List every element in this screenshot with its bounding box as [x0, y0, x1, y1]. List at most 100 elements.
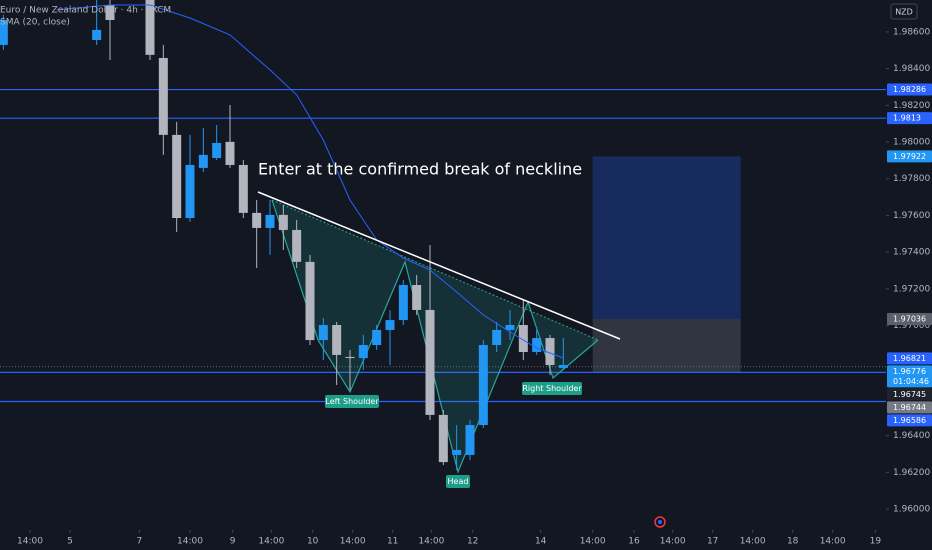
price-label: 1.96586: [893, 416, 926, 425]
candle-body: [478, 345, 488, 426]
x-tick-label: 14:00: [17, 537, 43, 547]
candle-body: [172, 134, 182, 219]
stop-zone: [592, 318, 741, 373]
pattern-label: Left Shoulder: [325, 397, 379, 406]
pattern-label-bg: [325, 395, 379, 408]
countdown: 01:04:46: [893, 377, 929, 386]
y-tick-label: 1.96000: [893, 505, 930, 515]
y-tick-label: 1.98600: [893, 27, 930, 37]
price-label-bg: [887, 312, 932, 325]
candle-body: [358, 345, 368, 359]
y-tick-label: 1.97200: [893, 284, 930, 294]
x-axis: 14:00 5 7 14:00 9 14:00 10 14:00 11 14:00 12 14 14:0…: [17, 530, 881, 547]
candle-body: [545, 338, 555, 366]
y-tick-label: 1.97800: [893, 174, 930, 184]
candle-body: [532, 338, 542, 352]
candle-body: [158, 57, 168, 135]
y-tick-label: 1.98000: [893, 138, 930, 148]
candle-body: [185, 164, 195, 219]
candle-body: [505, 325, 515, 330]
price-label: 1.97922: [893, 152, 926, 161]
price-label-bg: [887, 352, 932, 365]
price-label: 1.9813: [893, 114, 921, 123]
currency-button[interactable]: [890, 3, 918, 20]
candle-body: [225, 141, 235, 165]
candle-body: [465, 425, 475, 455]
candle-body: [398, 285, 408, 321]
price-label-bg: [887, 83, 932, 96]
candle-body: [198, 154, 208, 168]
x-tick-label: 17: [707, 537, 718, 547]
candle-body: [238, 164, 248, 213]
annotation: Enter at the confirmed break of neckline: [258, 160, 582, 179]
y-tick-label: 1.97000: [893, 321, 930, 331]
y-tick-label: 1.98400: [893, 64, 930, 74]
price-label: 1.96744: [893, 403, 926, 412]
symbol-title: Euro / New Zealand Dollar · 4h · FXCM: [0, 6, 171, 16]
candle-body: [385, 320, 395, 330]
x-tick-label: 5: [67, 537, 73, 547]
candle-body: [265, 214, 275, 228]
price-label: 1.98286: [893, 85, 926, 94]
candle-body: [0, 20, 8, 45]
y-tick-label: 1.98200: [893, 101, 930, 111]
price-label: 1.97036: [893, 314, 926, 323]
candle-body: [278, 214, 288, 230]
pattern-label: Right Shoulder: [522, 384, 582, 393]
sma-legend: SMA (20, close): [0, 18, 70, 28]
price-label-bg: [887, 401, 932, 414]
pattern-neck: [271, 199, 599, 341]
y-tick-label: 1.97600: [893, 211, 930, 221]
x-tick-label: 9: [230, 537, 236, 547]
price-label-bg: [887, 150, 932, 163]
candle-body: [345, 356, 355, 359]
event-icon-dot: [658, 520, 662, 524]
price-lines: [0, 88, 886, 403]
x-tick-label: 14:00: [340, 537, 366, 547]
neckline: [257, 191, 621, 340]
x-tick-label: 14:00: [418, 537, 444, 547]
x-tick-label: 14:00: [740, 537, 766, 547]
x-tick-label: 14:00: [580, 537, 606, 547]
price-label-bg: [887, 365, 932, 388]
target-zone: [592, 156, 741, 319]
x-tick-label: 14:00: [177, 537, 203, 547]
candle-body: [425, 309, 435, 415]
y-tick-label: 1.96200: [893, 468, 930, 478]
event-icon[interactable]: [654, 516, 666, 528]
x-tick-label: 12: [467, 537, 478, 547]
x-tick-label: 14:00: [820, 537, 846, 547]
price-label: 1.96776: [893, 367, 926, 376]
x-tick-label: 14:00: [660, 537, 686, 547]
y-tick-label: 1.97400: [893, 248, 930, 258]
x-tick-label: 10: [307, 537, 319, 547]
candle-body: [292, 229, 302, 262]
candle-body: [332, 325, 342, 355]
candle-body: [412, 285, 422, 310]
price-label: 1.96745: [893, 390, 926, 399]
x-tick-label: 16: [628, 537, 640, 547]
candle-body: [305, 261, 315, 341]
position-box: [592, 156, 741, 373]
sma: [56, 4, 564, 359]
candle-body: [212, 142, 222, 159]
x-tick-label: 18: [787, 537, 799, 547]
price-axis: [886, 0, 932, 530]
currency[interactable]: NZD: [895, 8, 913, 17]
y-axis: 1.98600 1.98400 1.98200 1.98000 1.97800 1.976…: [886, 27, 932, 515]
x-tick-label: 19: [870, 537, 882, 547]
candle-body: [438, 414, 448, 463]
candles: [0, 0, 568, 470]
candle-body: [558, 365, 568, 368]
x-tick-label: 14:00: [258, 537, 284, 547]
x-tick-label: 7: [136, 537, 142, 547]
candle-body: [518, 325, 528, 352]
candle-body: [452, 449, 462, 455]
pattern-label: Head: [448, 477, 469, 486]
price-label: 1.96821: [893, 354, 926, 363]
pattern-label-bg: [446, 475, 470, 488]
sma-line: [56, 4, 564, 359]
